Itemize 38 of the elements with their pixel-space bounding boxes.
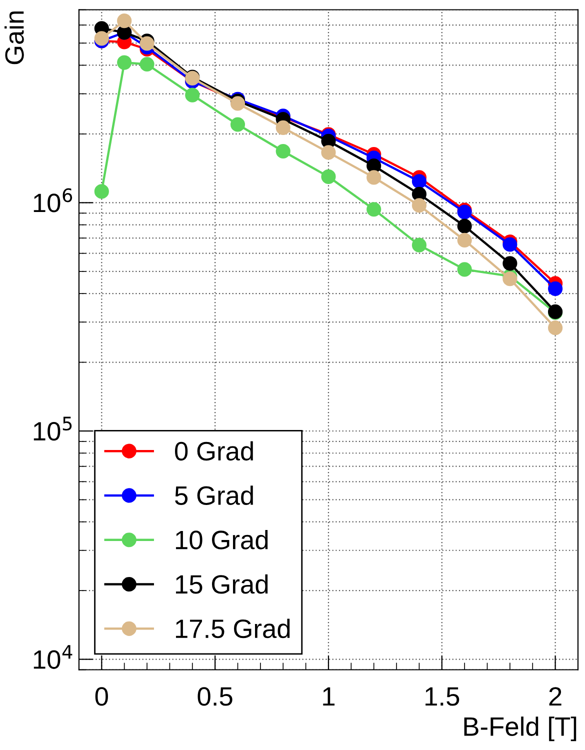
point [457, 232, 472, 248]
point [366, 202, 382, 217]
point [412, 238, 426, 252]
point [412, 198, 426, 213]
x-tick-label: 1 [323, 687, 335, 706]
point [94, 184, 109, 199]
legend-label: 10 Grad [176, 530, 268, 550]
x-axis-title: B-Feld [T] [464, 716, 576, 742]
point [502, 256, 518, 271]
y-axis-title: Gain [4, 11, 24, 64]
point [230, 117, 246, 132]
point [412, 174, 426, 189]
point [366, 170, 382, 185]
y-tick-label: 10$^{5}$ [34, 416, 72, 441]
point [276, 120, 290, 136]
point [117, 14, 132, 28]
point [117, 55, 132, 70]
legend-label: 17.5 Grad [176, 618, 290, 638]
legend-label: 5 Grad [175, 486, 253, 505]
point [276, 144, 290, 159]
point [457, 262, 472, 277]
x-tick-label: 0.5 [198, 687, 232, 706]
x-tick-label: 0 [95, 687, 108, 706]
y-tick-label: 10$^{6}$ [34, 188, 72, 212]
point [548, 281, 563, 296]
point [548, 320, 563, 336]
legend-label: 15 Grad [176, 574, 268, 594]
point [321, 169, 336, 184]
point [185, 88, 200, 102]
point [502, 272, 518, 286]
point [140, 56, 154, 72]
y-tick-label: 10$^{4}$ [34, 645, 72, 669]
point [321, 145, 336, 160]
x-tick-label: 2 [549, 687, 562, 706]
point [457, 218, 472, 234]
legend-label: 0 Grad [175, 441, 253, 461]
x-tick-label: 1.5 [426, 687, 460, 706]
point [366, 158, 382, 174]
